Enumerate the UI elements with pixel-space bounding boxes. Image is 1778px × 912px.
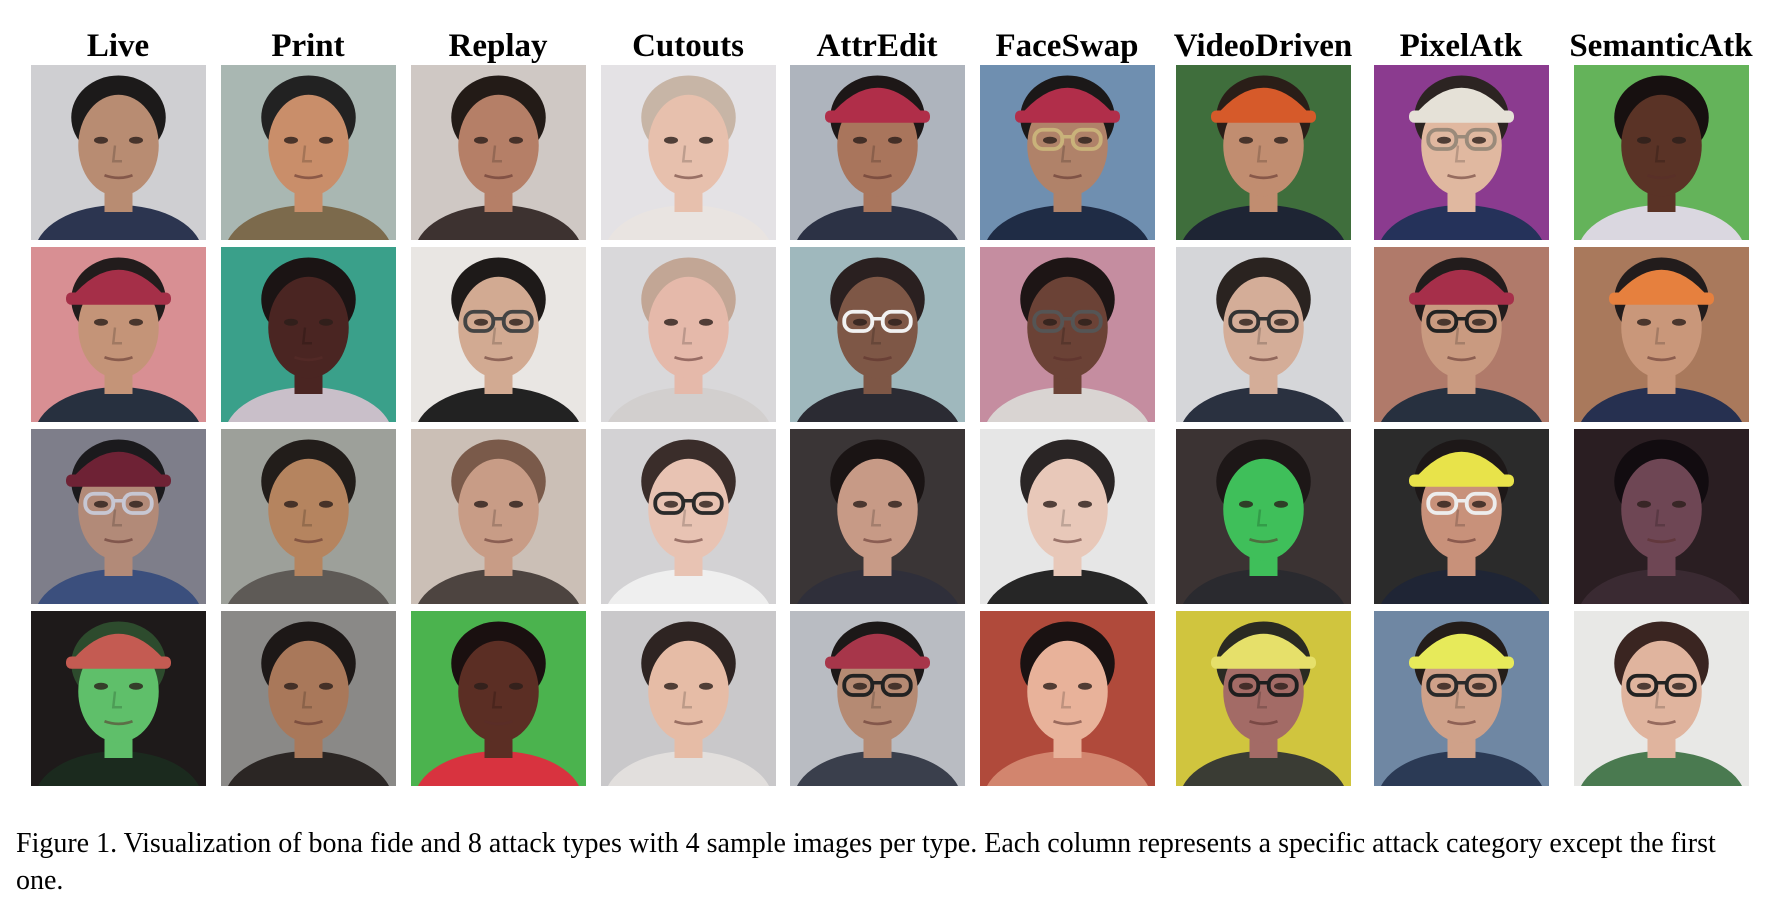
column-header-live: Live — [86, 28, 150, 64]
sample-image-attredit-2 — [790, 247, 965, 422]
sample-image-faceswap-4 — [980, 611, 1155, 786]
sample-image-cutouts-3 — [601, 429, 776, 604]
sample-image-print-2 — [221, 247, 396, 422]
sample-image-live-1 — [31, 65, 206, 240]
column-header-videodriven: VideoDriven — [1173, 28, 1353, 64]
sample-image-videodriven-1 — [1176, 65, 1351, 240]
column-header-print: Print — [271, 28, 345, 64]
column-header-semanticatk: SemanticAtk — [1569, 28, 1753, 64]
sample-image-replay-1 — [411, 65, 586, 240]
sample-image-pixelatk-3 — [1374, 429, 1549, 604]
sample-image-live-2 — [31, 247, 206, 422]
sample-image-semanticatk-1 — [1574, 65, 1749, 240]
sample-image-semanticatk-4 — [1574, 611, 1749, 786]
column-header-replay: Replay — [448, 28, 548, 64]
sample-image-faceswap-1 — [980, 65, 1155, 240]
sample-image-replay-3 — [411, 429, 586, 604]
sample-image-attredit-3 — [790, 429, 965, 604]
column-header-pixelatk: PixelAtk — [1399, 28, 1523, 64]
sample-image-pixelatk-1 — [1374, 65, 1549, 240]
sample-image-print-1 — [221, 65, 396, 240]
sample-image-semanticatk-2 — [1574, 247, 1749, 422]
sample-image-cutouts-1 — [601, 65, 776, 240]
sample-image-videodriven-3 — [1176, 429, 1351, 604]
sample-image-cutouts-2 — [601, 247, 776, 422]
sample-image-attredit-4 — [790, 611, 965, 786]
sample-image-attredit-1 — [790, 65, 965, 240]
sample-image-replay-2 — [411, 247, 586, 422]
sample-image-pixelatk-4 — [1374, 611, 1549, 786]
sample-image-live-4 — [31, 611, 206, 786]
column-header-attredit: AttrEdit — [816, 28, 938, 64]
sample-image-print-4 — [221, 611, 396, 786]
sample-image-live-3 — [31, 429, 206, 604]
sample-image-faceswap-2 — [980, 247, 1155, 422]
column-header-faceswap: FaceSwap — [995, 28, 1139, 64]
sample-image-cutouts-4 — [601, 611, 776, 786]
sample-image-faceswap-3 — [980, 429, 1155, 604]
sample-image-videodriven-2 — [1176, 247, 1351, 422]
column-header-cutouts: Cutouts — [632, 28, 744, 64]
sample-image-replay-4 — [411, 611, 586, 786]
sample-image-videodriven-4 — [1176, 611, 1351, 786]
figure-caption: Figure 1. Visualization of bona fide and… — [16, 828, 1716, 896]
sample-image-pixelatk-2 — [1374, 247, 1549, 422]
sample-image-semanticatk-3 — [1574, 429, 1749, 604]
sample-image-print-3 — [221, 429, 396, 604]
